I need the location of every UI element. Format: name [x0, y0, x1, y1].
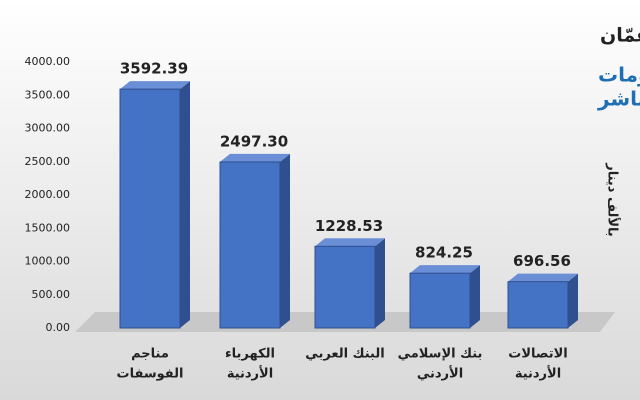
chart-title: أنشط 5 أسهم قيمةً ببورصة عمّان [600, 23, 640, 47]
bar [314, 245, 376, 329]
logo: مباشر [597, 87, 640, 111]
bar-top [220, 153, 290, 162]
x-tick-label: الاتصالات [508, 347, 567, 362]
bar-side [568, 273, 578, 328]
bar [219, 161, 281, 329]
bar-side [180, 81, 190, 328]
bar-top [120, 81, 190, 90]
x-tick-label: الفوسفات [117, 367, 184, 382]
y-tick-label: 1000.00 [25, 255, 71, 268]
bar-side [280, 153, 290, 328]
bar [507, 281, 569, 329]
y-tick-label: 2500.00 [25, 155, 71, 168]
x-tick-label: الكهرباء [225, 347, 275, 362]
bar-side [375, 238, 385, 328]
y-tick-label: 500.00 [32, 288, 71, 301]
bar [409, 272, 471, 329]
x-tick-label: الأردني [417, 365, 463, 382]
x-tick-label: البنك العربي [305, 347, 384, 362]
y-tick-label: 4000.00 [25, 55, 71, 68]
x-tick-label: الأردنية [515, 365, 561, 382]
y-tick-label: 3500.00 [25, 88, 71, 101]
value-label: 3592.39 [120, 60, 188, 78]
y-tick-label: 2000.00 [25, 188, 71, 201]
bar-top [508, 273, 578, 282]
bar [119, 88, 181, 329]
logo: معلومات [598, 63, 640, 87]
bar-side [470, 265, 480, 328]
y-axis-label: بالألف دينار [605, 162, 622, 237]
y-tick-label: 3000.00 [25, 122, 71, 135]
y-tick-label: 1500.00 [25, 221, 71, 234]
value-label: 1228.53 [315, 217, 383, 235]
bar-top [410, 265, 480, 274]
x-tick-label: مناجم [131, 347, 169, 362]
bar-top [315, 238, 385, 247]
x-tick-label: الأردنية [227, 365, 273, 382]
value-label: 696.56 [513, 252, 571, 270]
value-label: 2497.30 [220, 132, 288, 150]
value-label: 824.25 [415, 244, 473, 262]
x-tick-label: بنك الإسلامي [398, 347, 483, 362]
y-tick-label: 0.00 [46, 321, 71, 334]
